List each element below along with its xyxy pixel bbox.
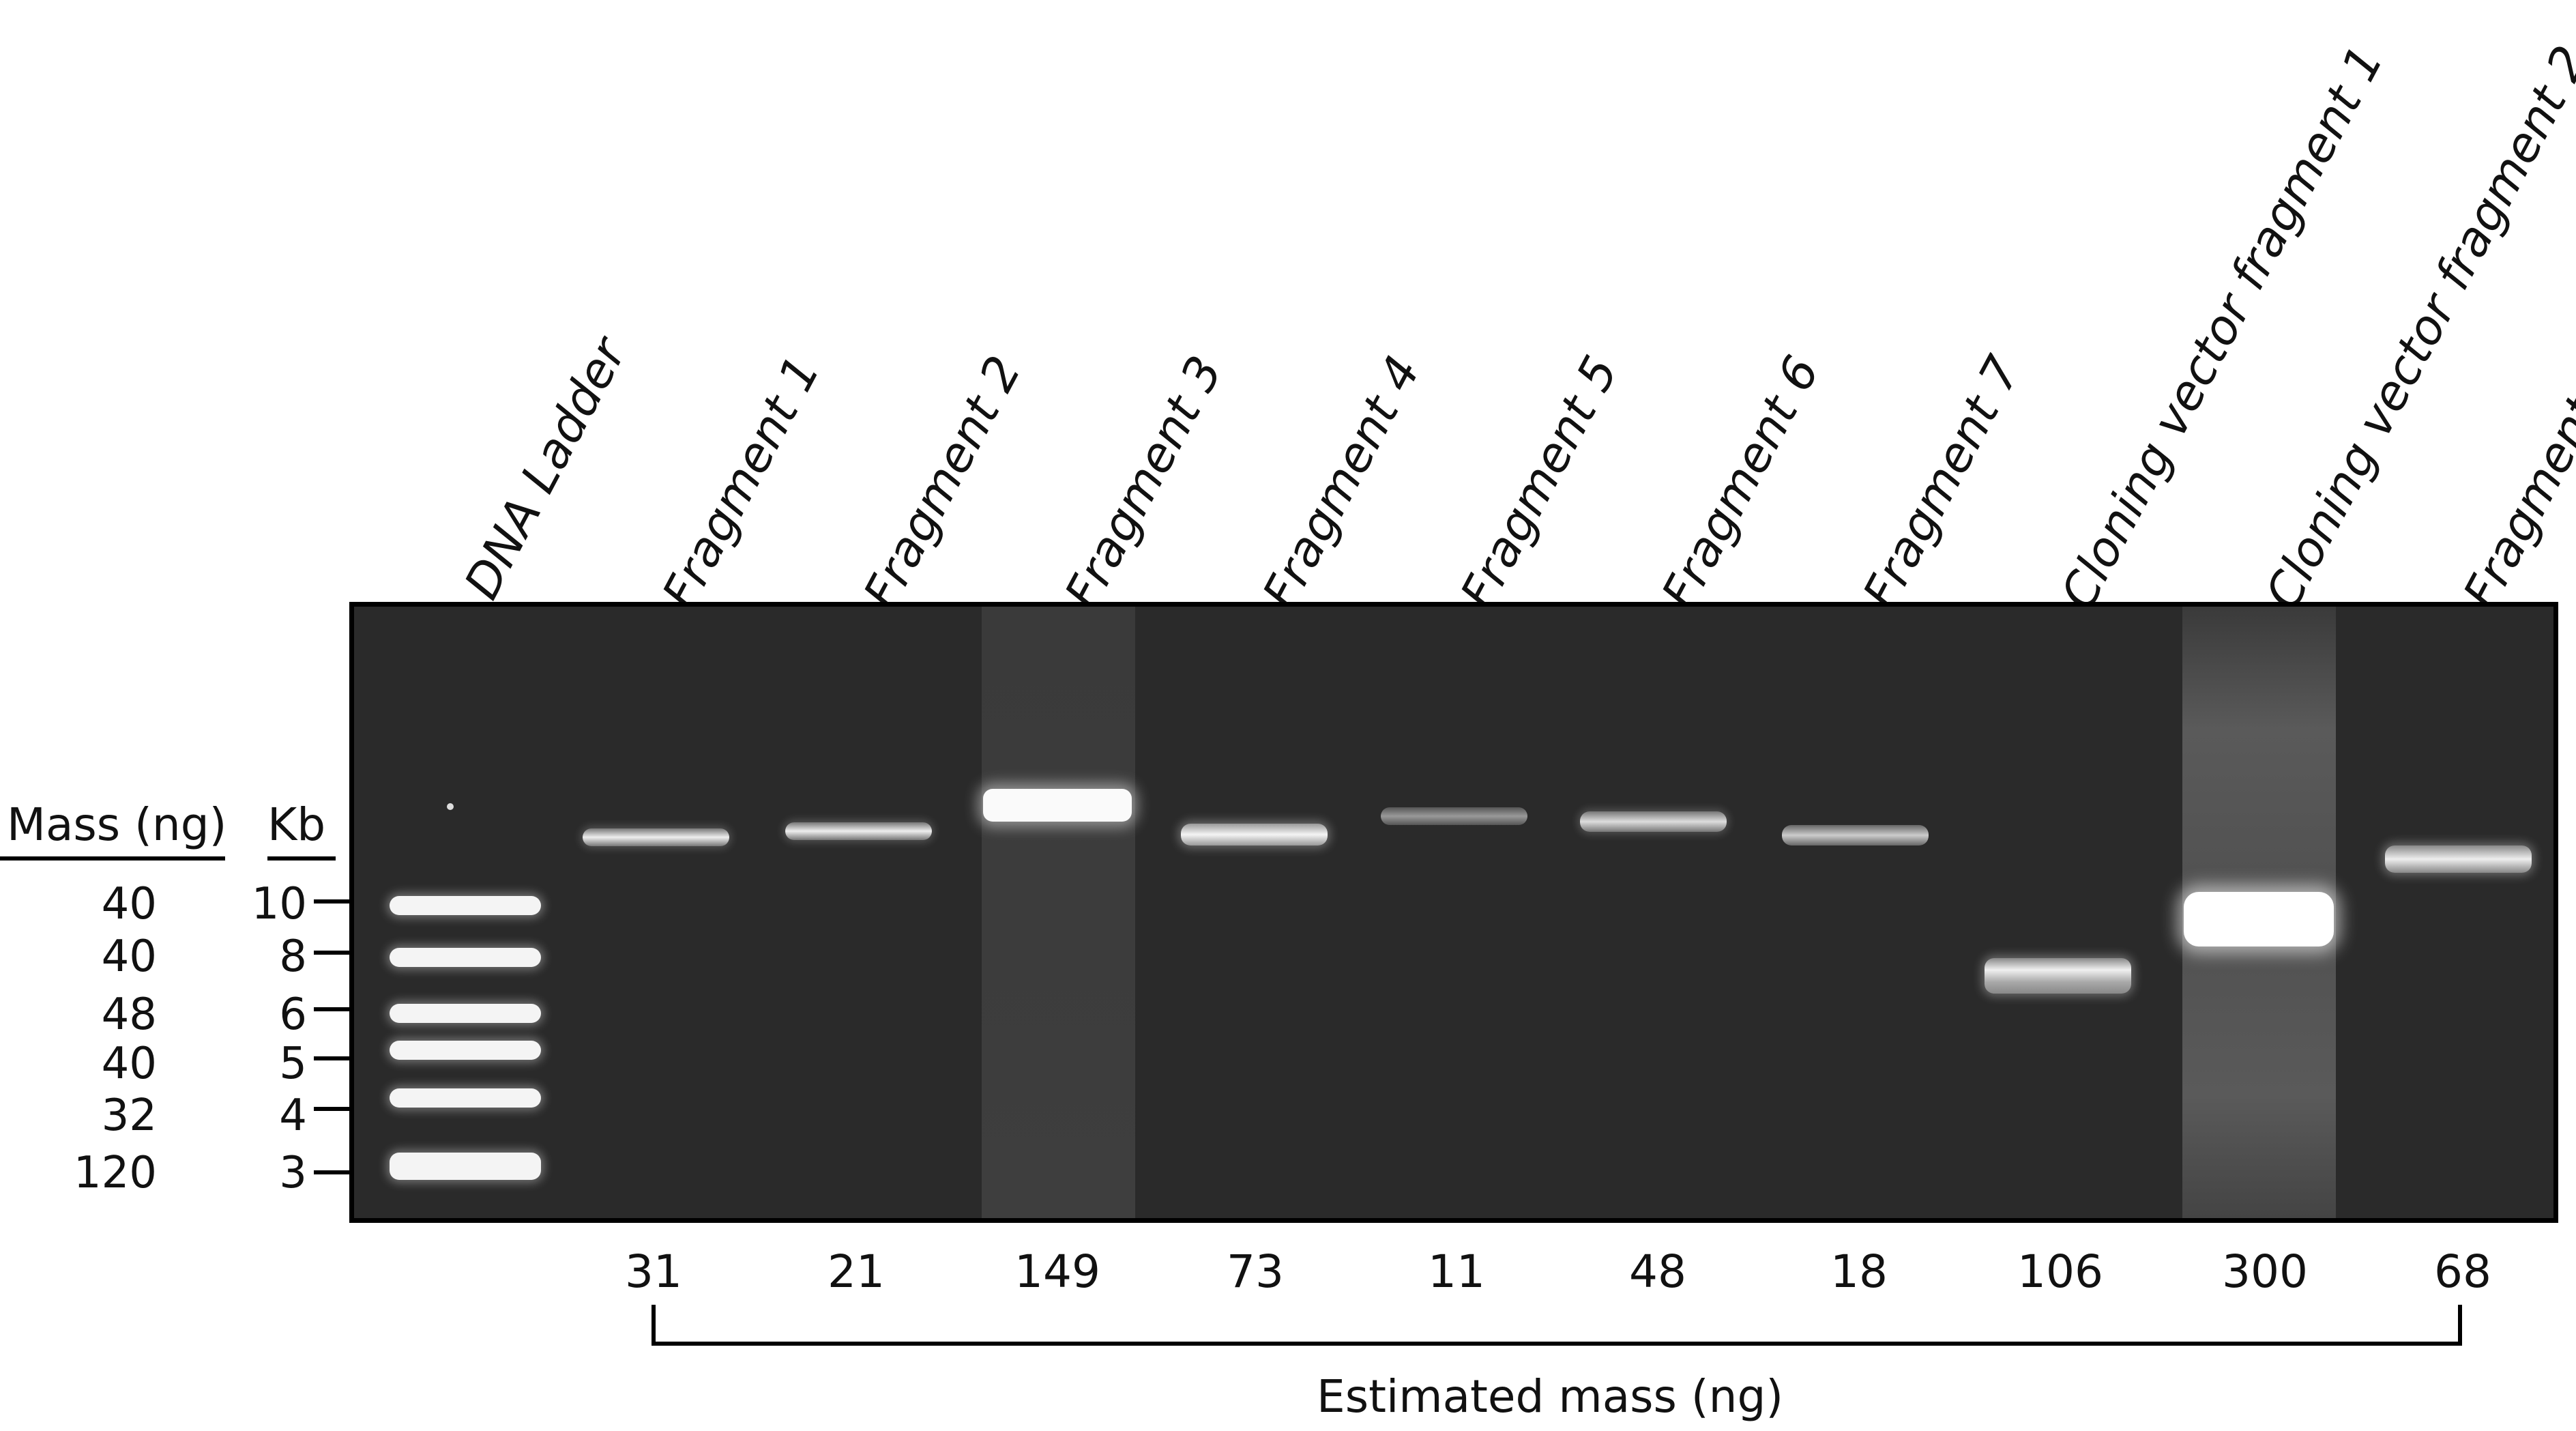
lane-label-ladder: DNA Ladder [453,329,637,608]
ladder-mass-3kb: 120 [73,1148,157,1198]
bracket-left-arm [652,1305,656,1346]
ladder-mass-5kb: 40 [101,1039,157,1089]
estimated-mass-label: Estimated mass (ng) [1317,1370,1784,1423]
mass-header: Mass (ng) [7,798,227,851]
lane-label-fragment-6: Fragment 6 [1650,347,1830,618]
band-fragment-3 [983,789,1132,822]
mass-header-underline [0,856,225,861]
tick-3kb [314,1170,349,1174]
ladder-band-10kb [390,896,541,915]
ladder-kb-6: 6 [279,989,307,1040]
est-mass-fragment-6: 48 [1629,1245,1686,1298]
lane-label-fragment-1: Fragment 1 [651,347,831,618]
tick-5kb [314,1056,349,1060]
band-cloning-vector-1 [1985,958,2131,994]
ladder-kb-5: 5 [279,1039,307,1089]
ladder-band-3kb [390,1153,541,1180]
est-mass-fragment-3: 149 [1014,1245,1100,1298]
est-mass-cloning-vector-1: 106 [2017,1245,2103,1298]
ladder-band-5kb [390,1041,541,1060]
est-mass-fragment-8: 68 [2434,1245,2491,1298]
bracket-bottom [652,1342,2462,1346]
lane-label-fragment-5: Fragment 5 [1449,347,1629,618]
band-cloning-vector-2 [2184,892,2334,946]
ladder-kb-10: 10 [251,879,307,929]
lane-label-fragment-8: Fragment 8 [2452,347,2576,618]
band-fragment-6 [1580,811,1727,832]
band-fragment-1 [583,828,729,846]
est-mass-fragment-5: 11 [1428,1245,1485,1298]
est-mass-fragment-7: 18 [1830,1245,1888,1298]
band-fragment-4 [1181,824,1328,845]
lane-label-fragment-3: Fragment 3 [1053,347,1233,618]
tick-8kb [314,951,349,955]
kb-header-underline [267,856,336,861]
band-fragment-2 [785,822,932,840]
est-mass-cloning-vector-2: 300 [2222,1245,2308,1298]
ladder-kb-8: 8 [279,931,307,982]
gel-image [349,602,2558,1223]
lane-label-fragment-4: Fragment 4 [1251,347,1431,618]
ladder-mass-8kb: 40 [101,931,157,982]
band-fragment-7 [1782,825,1929,845]
band-fragment-5 [1381,807,1527,825]
est-mass-fragment-2: 21 [828,1245,885,1298]
ladder-mass-6kb: 48 [101,989,157,1040]
est-mass-fragment-1: 31 [625,1245,682,1298]
ladder-kb-4: 4 [279,1090,307,1141]
ladder-band-4kb [390,1088,541,1108]
tick-4kb [314,1107,349,1111]
ladder-mass-10kb: 40 [101,879,157,929]
ladder-mass-4kb: 32 [101,1090,157,1141]
lane-label-fragment-2: Fragment 2 [852,347,1032,618]
kb-header: Kb [267,798,326,851]
tick-6kb [314,1007,349,1011]
est-mass-fragment-4: 73 [1227,1245,1284,1298]
band-fragment-8 [2385,845,2532,873]
bracket-right-arm [2458,1305,2462,1346]
ladder-band-8kb [390,948,541,967]
ladder-kb-3: 3 [279,1148,307,1198]
tick-10kb [314,899,349,904]
lane-smear-fragment-3 [982,607,1135,1218]
ladder-band-6kb [390,1004,541,1023]
ladder-well-spot [447,803,454,810]
lane-label-fragment-7: Fragment 7 [1852,347,2032,618]
